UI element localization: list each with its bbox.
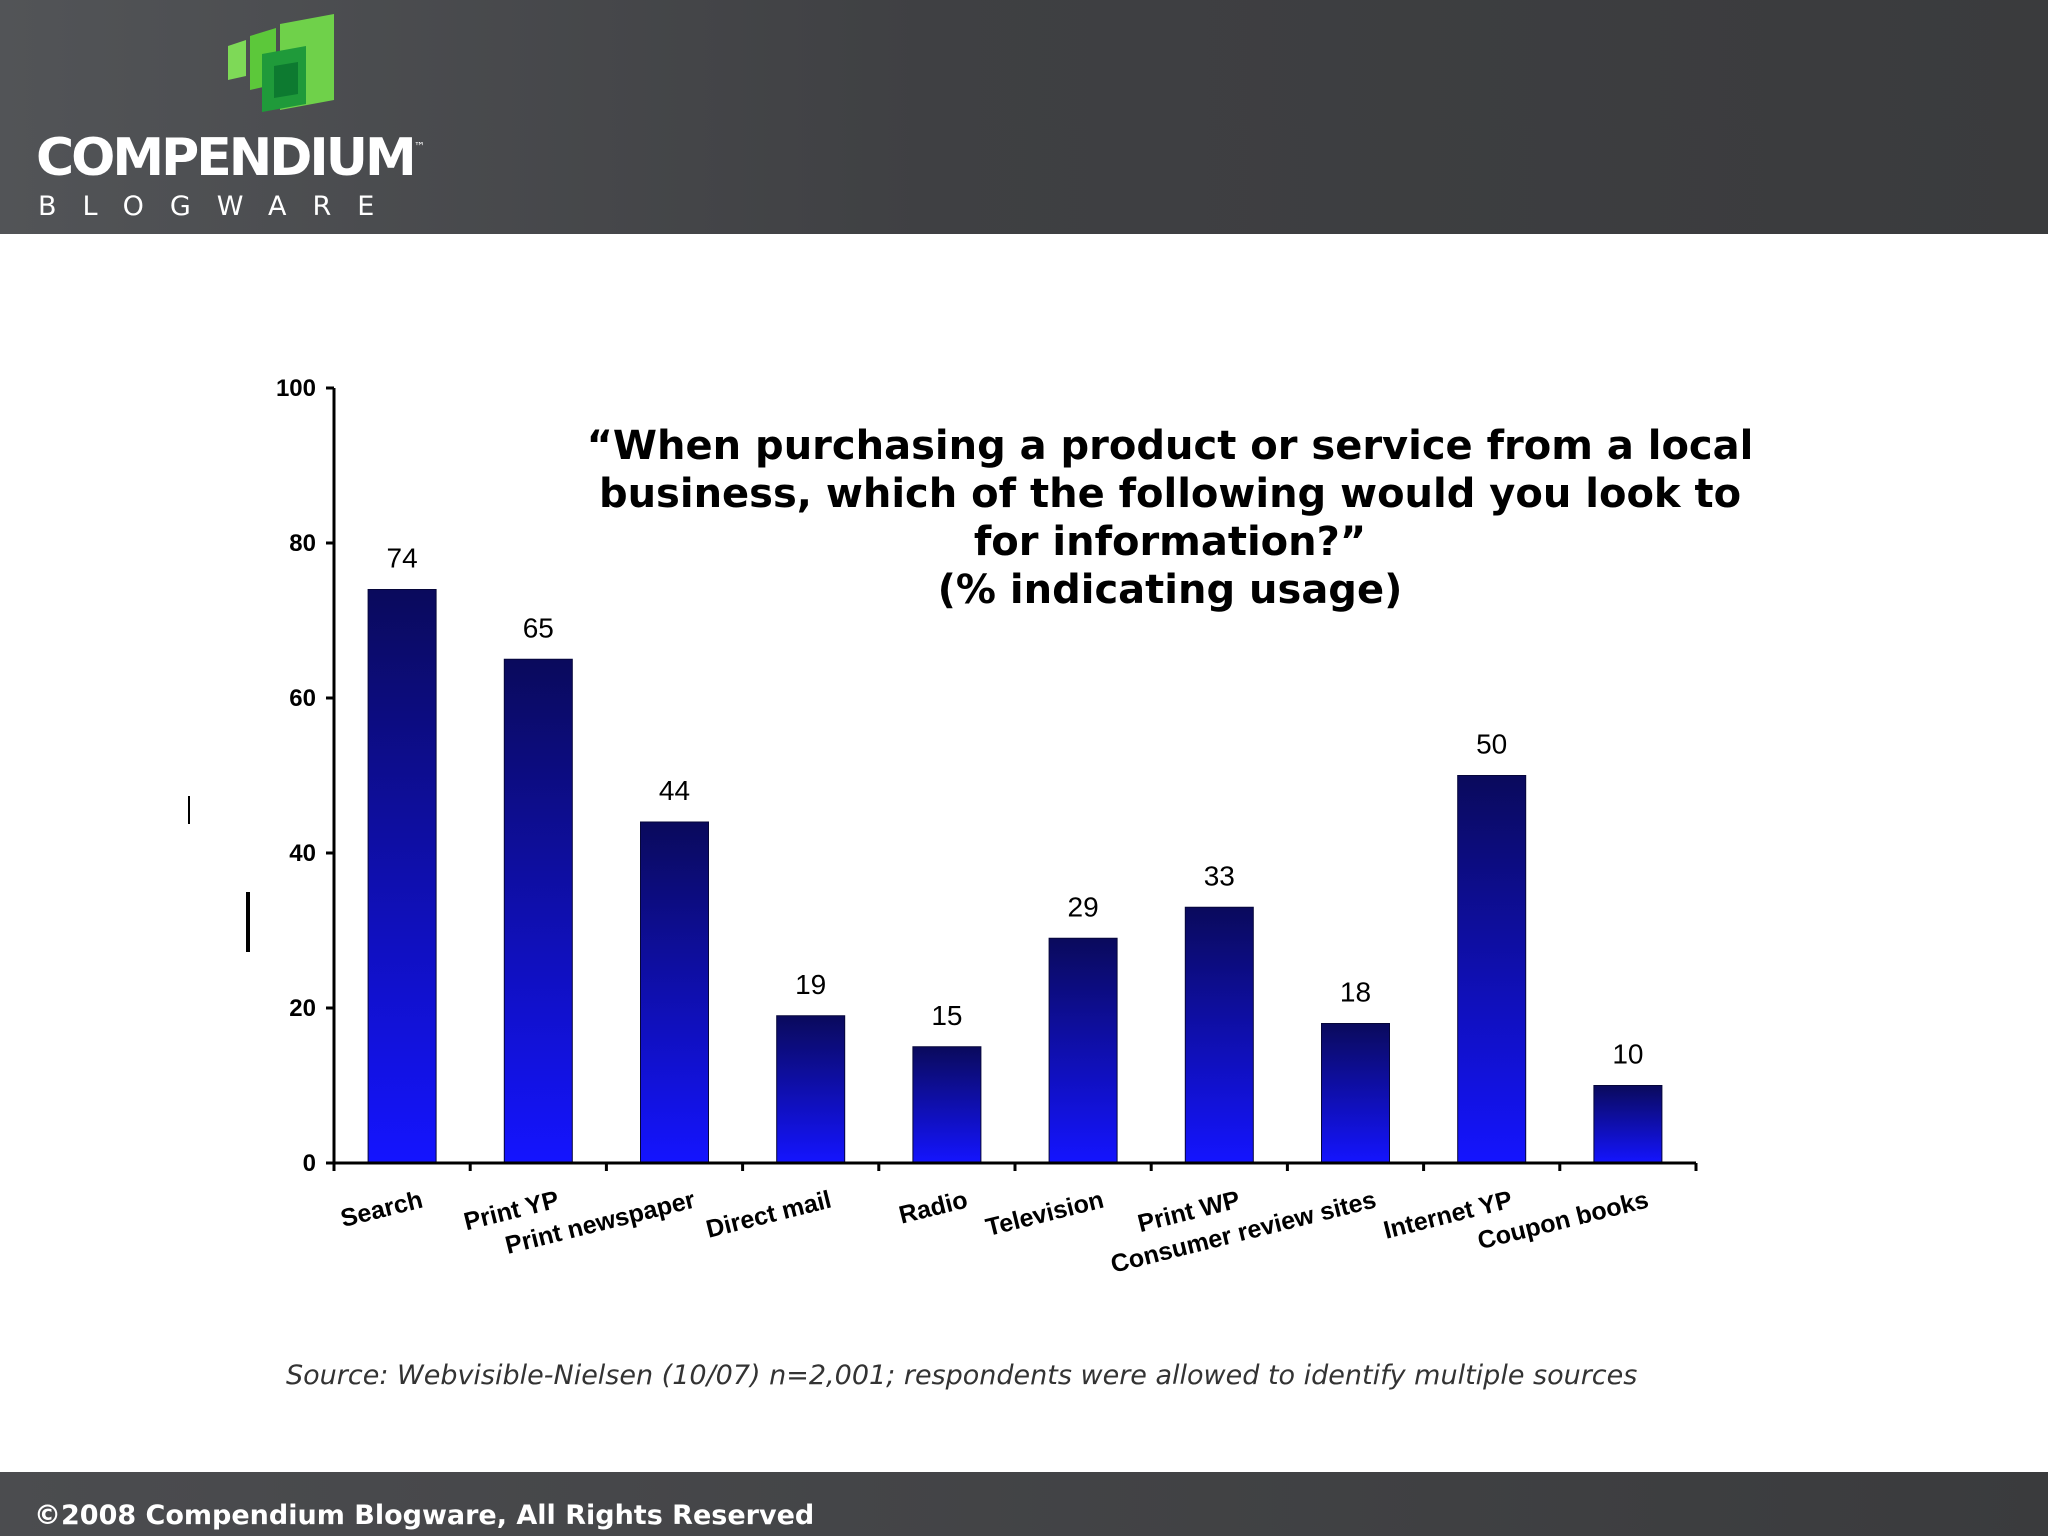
compendium-logo-icon	[228, 14, 334, 112]
bar	[640, 821, 709, 1164]
chart-title-line: “When purchasing a product or service fr…	[586, 423, 1754, 469]
category-label: Radio	[896, 1186, 970, 1230]
bar	[912, 1046, 982, 1164]
bar-value-label: 50	[1476, 729, 1507, 760]
chart-title-line: (% indicating usage)	[937, 567, 1403, 613]
bar	[503, 658, 573, 1164]
copyright-text: ©2008 Compendium Blogware, All Rights Re…	[34, 1500, 815, 1531]
bar-value-label: 65	[523, 612, 554, 643]
bars	[367, 589, 1663, 1164]
source-note: Source: Webvisible-Nielsen (10/07) n=2,0…	[286, 1360, 1638, 1391]
brand-name: COMPENDIUM	[36, 128, 417, 188]
bar-value-label: 33	[1204, 860, 1235, 891]
bar	[1321, 1023, 1390, 1164]
bar-value-label: 15	[931, 1000, 962, 1031]
bar	[1593, 1085, 1663, 1164]
bar	[1184, 906, 1254, 1164]
bar	[776, 1015, 846, 1164]
footer-bar	[0, 1472, 2048, 1536]
bar-value-label: 10	[1612, 1039, 1643, 1070]
bar	[1048, 937, 1118, 1164]
y-tick-label: 0	[303, 1150, 316, 1177]
header-bar: COMPENDIUM ™ BLOGWARE	[0, 0, 2048, 234]
bar-value-label: 18	[1340, 977, 1371, 1008]
y-tick-label: 100	[276, 375, 316, 402]
chart-title-line: for information?”	[973, 519, 1367, 565]
chart-title: “When purchasing a product or service fr…	[570, 422, 1770, 614]
bar	[367, 589, 437, 1164]
category-label: Direct mail	[703, 1186, 834, 1244]
bar-value-label: 74	[387, 543, 418, 574]
brand-subtitle: BLOGWARE	[38, 191, 401, 222]
axes	[326, 386, 1698, 1171]
bar-value-label: 29	[1068, 891, 1099, 922]
chart-title-line: business, which of the following would y…	[598, 471, 1742, 517]
category-label: Search	[338, 1186, 426, 1233]
trademark-mark: ™	[414, 140, 425, 153]
bar	[1457, 775, 1527, 1164]
slide-marker-thin	[188, 796, 190, 824]
y-tick-label: 60	[289, 685, 316, 712]
y-tick-label: 80	[289, 530, 316, 557]
y-tick-label: 40	[289, 840, 316, 867]
slide-marker-thick	[246, 892, 250, 952]
category-label: Television	[983, 1186, 1107, 1242]
bar-value-label: 19	[795, 969, 826, 1000]
bar-value-label: 44	[659, 775, 690, 806]
y-tick-label: 20	[289, 995, 316, 1022]
